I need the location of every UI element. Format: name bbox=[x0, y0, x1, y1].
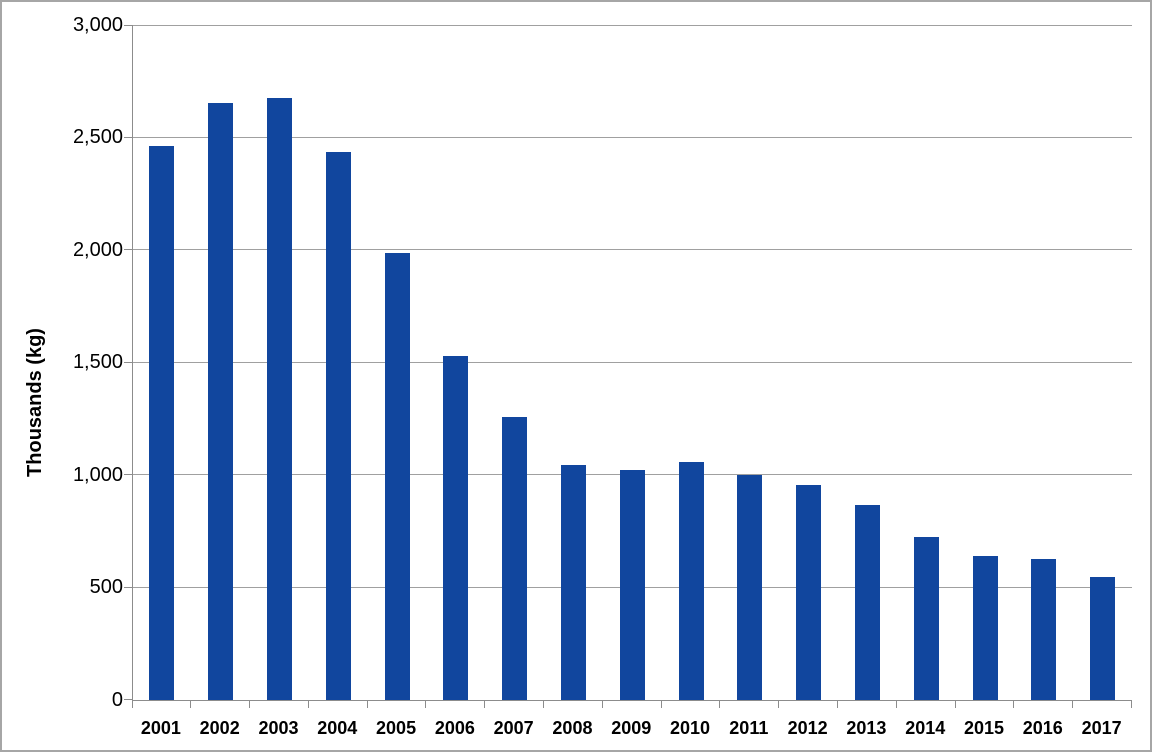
bar-2001 bbox=[149, 146, 175, 700]
bar-2002 bbox=[208, 102, 234, 700]
x-tick-label-2010: 2010 bbox=[670, 718, 711, 738]
y-tick-label-1000: 1,000 bbox=[72, 463, 123, 486]
plot-area bbox=[131, 24, 1132, 701]
y-tick-500 bbox=[124, 586, 132, 588]
x-tick-13 bbox=[895, 700, 897, 708]
y-tick-1500 bbox=[124, 361, 132, 363]
x-tick-label-2005: 2005 bbox=[376, 718, 417, 738]
y-tick-3000 bbox=[124, 24, 132, 26]
x-tick-label-2013: 2013 bbox=[846, 718, 887, 738]
x-tick-0 bbox=[131, 700, 133, 708]
x-tick-label-2007: 2007 bbox=[493, 718, 534, 738]
bar-2012 bbox=[796, 484, 822, 700]
x-tick-7 bbox=[543, 700, 545, 708]
bar-2017 bbox=[1090, 576, 1116, 700]
x-tick-8 bbox=[601, 700, 603, 708]
y-tick-label-1500: 1,500 bbox=[72, 351, 123, 374]
x-tick-17 bbox=[1131, 700, 1132, 708]
bar-2006 bbox=[443, 355, 469, 700]
x-tick-12 bbox=[837, 700, 839, 708]
x-tick-label-2002: 2002 bbox=[199, 718, 240, 738]
bar-2015 bbox=[972, 555, 998, 700]
bar-2004 bbox=[325, 152, 351, 700]
y-tick-label-500: 500 bbox=[89, 576, 123, 599]
bar-2013 bbox=[854, 505, 880, 700]
y-tick-0 bbox=[124, 699, 132, 700]
gridline-2500 bbox=[132, 136, 1132, 138]
bar-2014 bbox=[913, 536, 939, 700]
bar-2010 bbox=[678, 462, 704, 700]
y-tick-1000 bbox=[124, 474, 132, 476]
x-tick-label-2004: 2004 bbox=[317, 718, 358, 738]
x-tick-label-2014: 2014 bbox=[905, 718, 946, 738]
x-tick-label-2001: 2001 bbox=[140, 718, 181, 738]
y-tick-2000 bbox=[124, 249, 132, 251]
x-tick-label-2008: 2008 bbox=[552, 718, 593, 738]
gridline-1500 bbox=[132, 361, 1132, 363]
x-tick-15 bbox=[1013, 700, 1015, 708]
x-tick-label-2015: 2015 bbox=[963, 718, 1005, 738]
x-tick-16 bbox=[1072, 700, 1074, 708]
bar-2011 bbox=[737, 474, 763, 700]
x-tick-3 bbox=[307, 700, 309, 708]
x-tick-label-2006: 2006 bbox=[434, 718, 475, 738]
bar-2005 bbox=[384, 253, 410, 700]
x-tick-5 bbox=[425, 700, 427, 708]
bar-2009 bbox=[619, 469, 645, 700]
x-tick-6 bbox=[484, 700, 486, 708]
x-tick-label-2016: 2016 bbox=[1022, 718, 1063, 738]
y-tick-label-2000: 2,000 bbox=[72, 238, 123, 261]
gridline-2000 bbox=[132, 249, 1132, 251]
x-tick-4 bbox=[366, 700, 368, 708]
gridline-3000 bbox=[132, 24, 1132, 26]
y-tick-2500 bbox=[124, 136, 132, 138]
x-tick-14 bbox=[954, 700, 956, 708]
x-tick-label-2012: 2012 bbox=[787, 718, 828, 738]
x-tick-1 bbox=[190, 700, 192, 708]
bar-2007 bbox=[502, 416, 528, 700]
bar-2008 bbox=[560, 464, 586, 700]
x-tick-9 bbox=[660, 700, 662, 708]
y-axis-title: Thousands (kg) bbox=[23, 327, 46, 477]
x-tick-10 bbox=[719, 700, 721, 708]
y-tick-label-3000: 3,000 bbox=[72, 14, 123, 36]
bar-2003 bbox=[266, 98, 292, 700]
bar-2016 bbox=[1031, 559, 1057, 700]
y-tick-label-0: 0 bbox=[111, 688, 123, 711]
x-tick-11 bbox=[778, 700, 780, 708]
x-tick-label-2017: 2017 bbox=[1081, 718, 1122, 738]
y-axis-title-container: Thousands (kg) bbox=[11, 322, 59, 482]
y-tick-label-2500: 2,500 bbox=[72, 126, 123, 149]
x-tick-label-2011: 2011 bbox=[729, 718, 769, 738]
x-tick-label-2009: 2009 bbox=[611, 718, 652, 738]
x-tick-label-2003: 2003 bbox=[258, 718, 299, 738]
x-tick-2 bbox=[249, 700, 251, 708]
